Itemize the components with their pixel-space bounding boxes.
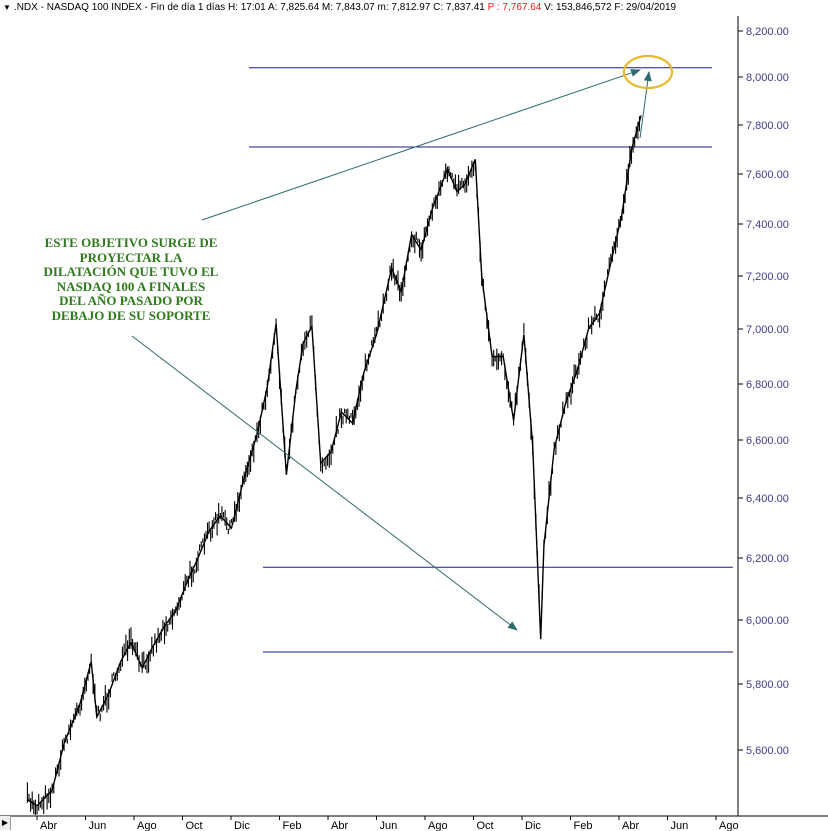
triangle-down-icon[interactable]: ▼: [3, 3, 11, 12]
y-tick-label: 6,600.00: [746, 435, 789, 447]
instrument-name: NASDAQ 100 INDEX: [46, 2, 142, 13]
x-tick-label: Dic: [525, 820, 541, 831]
target-circle: [622, 54, 674, 90]
x-tick-label: Feb: [574, 820, 593, 831]
x-tick-label: Ago: [719, 820, 739, 831]
symbol: .NDX: [13, 2, 38, 13]
x-tick-label: Dic: [234, 820, 250, 831]
chart-header: ▼ .NDX - NASDAQ 100 INDEX - Fin de día 1 …: [3, 2, 677, 13]
axis-frame: [0, 16, 828, 817]
volume-value: V: 153,846,572: [544, 2, 612, 13]
x-tick-label: Abr: [622, 820, 639, 831]
price-line: [27, 115, 642, 807]
y-tick-label: 8,200.00: [746, 26, 789, 38]
period: Fin de día 1 días: [150, 2, 226, 13]
x-tick-label: Jun: [380, 820, 398, 831]
x-tick-label: Oct: [186, 820, 203, 831]
y-tick-label: 7,200.00: [746, 271, 789, 283]
y-tick-label: 7,800.00: [746, 120, 789, 132]
x-tick-label: Jun: [671, 820, 689, 831]
prev-value: P : 7,767.64: [487, 2, 542, 13]
triangle-right-icon[interactable]: ▶: [0, 816, 11, 830]
time: H: 17:01: [227, 2, 266, 13]
y-tick-label: 7,400.00: [746, 219, 789, 231]
x-tick-label: Abr: [40, 820, 57, 831]
open-value: A: 7,825.64: [267, 2, 320, 13]
low-arrow: [131, 335, 518, 631]
y-tick-label: 6,800.00: [746, 379, 789, 391]
x-tick-label: Abr: [331, 820, 348, 831]
target-arrow: [201, 69, 641, 221]
date-value: F: 29/04/2019: [614, 2, 677, 13]
close-value: C: 7,837.41: [433, 2, 485, 13]
x-tick-label: Ago: [137, 820, 157, 831]
y-tick-label: 7,000.00: [746, 324, 789, 336]
annotation-text: ESTE OBJETIVO SURGE DE PROYECTAR LA DILA…: [43, 235, 219, 323]
y-tick-label: 5,600.00: [746, 745, 789, 757]
y-tick-label: 6,400.00: [746, 493, 789, 505]
y-tick-label: 5,800.00: [746, 679, 789, 691]
x-tick-label: Feb: [283, 820, 302, 831]
projection-arrow: [639, 71, 652, 139]
low-value: m: 7,812.97: [377, 2, 431, 13]
y-tick-label: 6,000.00: [746, 615, 789, 627]
x-tick-label: Oct: [477, 820, 494, 831]
x-tick-label: Jun: [89, 820, 107, 831]
y-tick-label: 7,600.00: [746, 169, 789, 181]
high-value: M: 7,843.07: [321, 2, 375, 13]
x-tick-label: Ago: [428, 820, 448, 831]
y-tick-label: 6,200.00: [746, 553, 789, 565]
y-tick-label: 8,000.00: [746, 72, 789, 84]
